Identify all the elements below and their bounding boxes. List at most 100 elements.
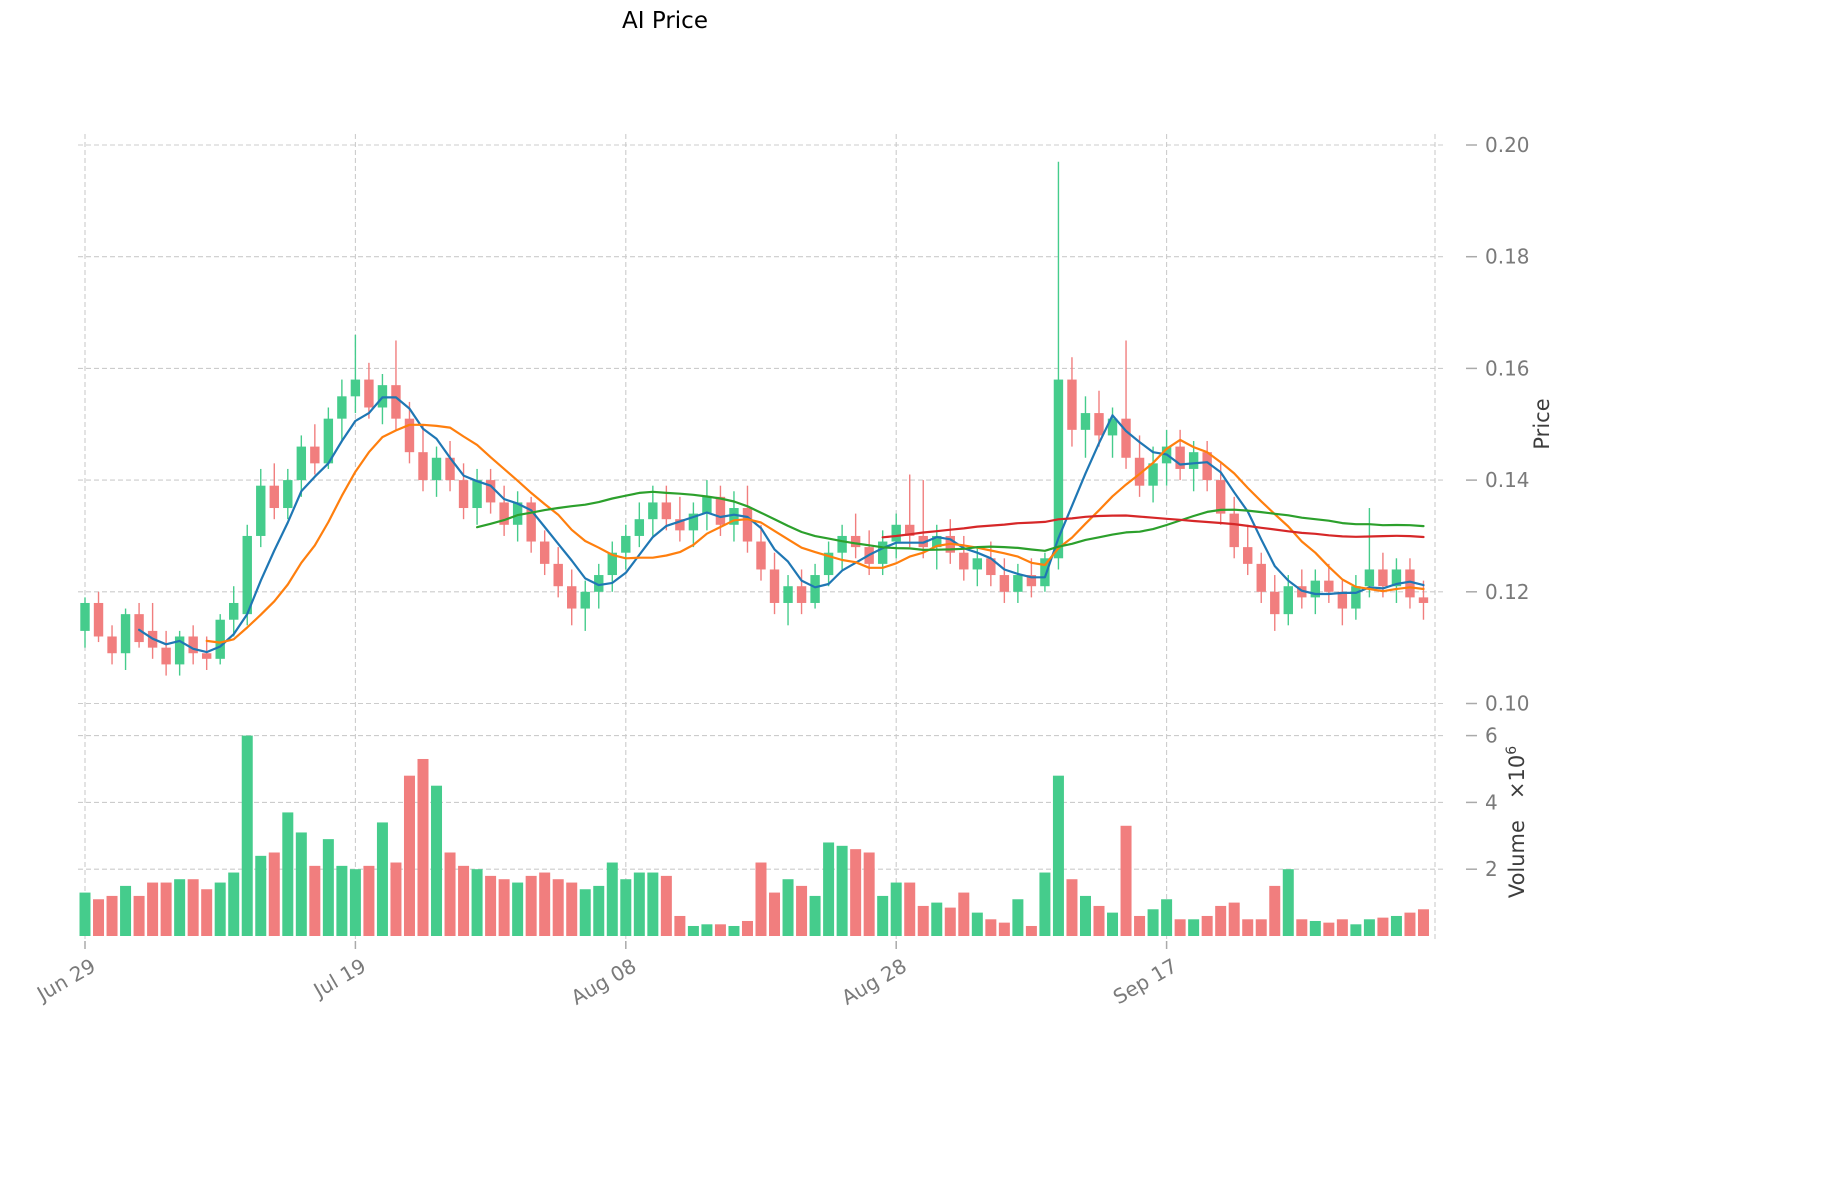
volume-bar [525, 875, 537, 936]
ma-line-5 [138, 396, 1425, 654]
date-tick: Sep 17 [1109, 954, 1181, 1010]
volume-tick-label: 2 [1485, 857, 1498, 881]
volume-bar [1147, 909, 1159, 936]
ma-line-60 [881, 514, 1425, 539]
date-tick-label: Sep 17 [1109, 954, 1181, 1010]
volume-bar [687, 925, 699, 936]
candle-body [594, 575, 604, 592]
volume-bar [390, 862, 402, 936]
volume-bar [620, 879, 632, 936]
candle-body [729, 508, 739, 525]
candle-body [972, 558, 983, 570]
volume-bar [512, 882, 524, 936]
volume-bar [606, 862, 618, 936]
volume-bar [1390, 915, 1402, 936]
candle-body [1121, 418, 1131, 458]
volume-bar [403, 775, 415, 936]
candle-body [1067, 379, 1077, 430]
volume-bar [593, 885, 605, 936]
volume-bar [1242, 919, 1254, 936]
date-axis-ticks: Jun 29 Jul 19 Aug 08 Aug 28 Sep 17 [31, 941, 1181, 1010]
volume-bar [187, 879, 199, 936]
candle-body [215, 619, 225, 659]
candle-body [1270, 591, 1280, 615]
candle-body [1378, 569, 1388, 587]
volume-bar [1282, 869, 1294, 936]
candle-body [999, 575, 1010, 592]
volume-bar [1039, 872, 1051, 936]
date-tick-label: Aug 28 [837, 954, 910, 1010]
candle-body [188, 636, 198, 654]
volume-bar [701, 924, 713, 936]
candle-body [877, 541, 888, 564]
volume-bar [998, 922, 1010, 936]
volume-bar [431, 785, 443, 936]
volume-bar [985, 919, 997, 936]
volume-bar [809, 895, 821, 936]
candle-body [621, 535, 631, 553]
candle-body [174, 636, 185, 665]
ma-line-10 [205, 423, 1425, 644]
candle-body [431, 457, 442, 481]
candle-body [512, 502, 523, 525]
volume-bar [1120, 825, 1132, 936]
volume-bar [1377, 917, 1389, 936]
volume-bar [322, 839, 334, 936]
date-tick-label: Jun 29 [31, 954, 99, 1007]
candle-body [1202, 452, 1212, 481]
volume-bar [836, 845, 848, 936]
volume-bar [1269, 885, 1281, 936]
volume-bar [147, 882, 159, 936]
candle-body [350, 379, 361, 397]
volume-bar [917, 905, 929, 936]
volume-bar [1066, 879, 1078, 936]
candle-body [472, 480, 482, 509]
volume-bar [444, 852, 456, 936]
candle-body [242, 535, 252, 615]
volume-bar [1025, 925, 1037, 936]
volume-bar [850, 849, 862, 936]
candle-body [1310, 580, 1321, 598]
volume-bar [268, 852, 280, 936]
volume-bar [106, 895, 118, 936]
volume-bar [1215, 905, 1227, 936]
volume-bar [471, 869, 483, 936]
candle-body [1256, 563, 1266, 592]
volume-axis-ticks: 2 4 6 [1466, 724, 1498, 881]
volume-bar [458, 865, 470, 936]
candle-body [742, 508, 753, 542]
candle-body [1107, 418, 1118, 436]
volume-tick-label: 4 [1485, 790, 1498, 814]
candle-body [229, 602, 239, 620]
volume-bar [877, 895, 889, 936]
candle-body [634, 519, 645, 536]
candle-body [161, 647, 171, 665]
date-tick: Aug 08 [567, 954, 640, 1010]
candle-body [1324, 580, 1334, 592]
date-tick-label: Aug 08 [567, 954, 640, 1010]
price-axis-ticks: 0.10 0.12 0.14 0.16 0.18 0.20 [1466, 133, 1530, 716]
volume-bar [93, 899, 105, 936]
candle-body [715, 496, 726, 525]
candle-body [107, 636, 117, 654]
volume-bar [539, 872, 551, 936]
candle-body [404, 418, 415, 453]
volume-bar [714, 924, 726, 936]
candle-body [1418, 597, 1429, 603]
volume-bar [498, 879, 510, 936]
candle-body [323, 418, 334, 464]
price-tick-label: 0.14 [1485, 468, 1530, 492]
candle-body [580, 591, 590, 609]
volume-bar [755, 862, 767, 936]
volume-bar [741, 920, 753, 936]
candle-body [134, 614, 144, 643]
volume-bar [863, 852, 875, 936]
candle-body [648, 502, 658, 520]
candle-body [1364, 569, 1375, 587]
candle-body [688, 513, 699, 531]
volume-bar [1188, 919, 1200, 936]
candle-body [675, 519, 685, 531]
candle-body [310, 446, 320, 464]
volume-bar [728, 925, 740, 936]
